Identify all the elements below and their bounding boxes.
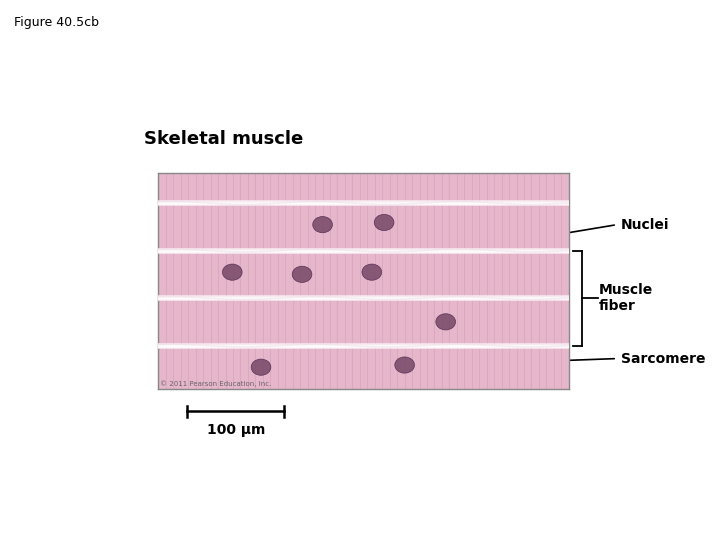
Text: 100 μm: 100 μm xyxy=(207,423,265,437)
Text: © 2011 Pearson Education, Inc.: © 2011 Pearson Education, Inc. xyxy=(160,380,271,387)
Text: Skeletal muscle: Skeletal muscle xyxy=(144,131,303,149)
Ellipse shape xyxy=(362,264,382,280)
Text: Nuclei: Nuclei xyxy=(621,218,669,232)
Ellipse shape xyxy=(395,357,415,373)
Ellipse shape xyxy=(292,266,312,282)
Ellipse shape xyxy=(312,217,333,233)
Ellipse shape xyxy=(374,214,394,231)
Text: Muscle
fiber: Muscle fiber xyxy=(599,283,653,313)
Text: Sarcomere: Sarcomere xyxy=(621,352,705,366)
Ellipse shape xyxy=(251,359,271,375)
Text: Figure 40.5cb: Figure 40.5cb xyxy=(14,16,99,29)
Ellipse shape xyxy=(222,264,242,280)
Ellipse shape xyxy=(436,314,456,330)
